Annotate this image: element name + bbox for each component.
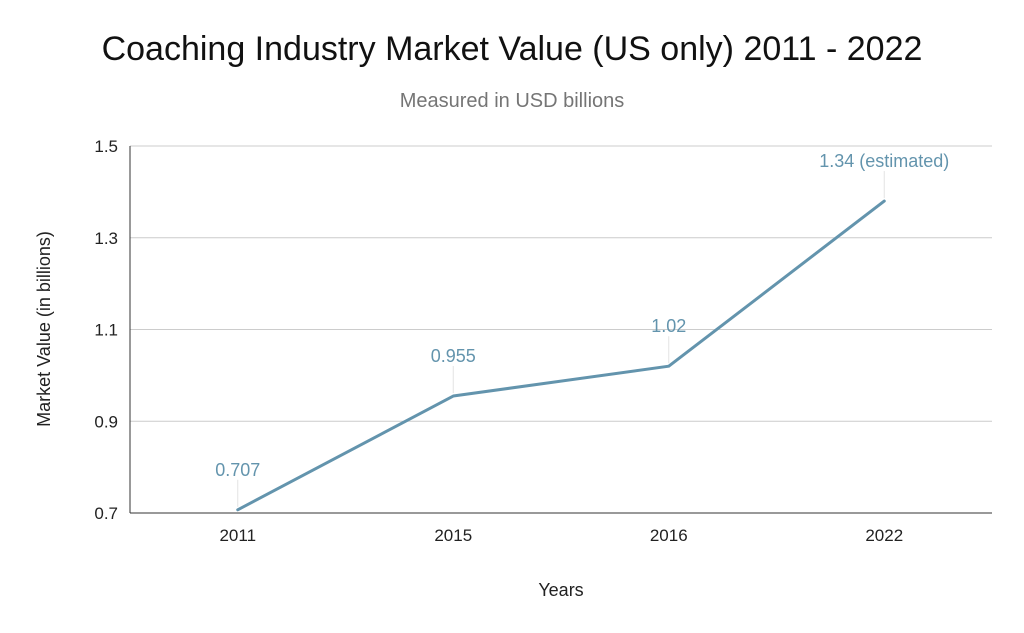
x-tick-label: 2015: [434, 526, 472, 545]
data-label: 0.707: [215, 460, 260, 480]
x-axis-title: Years: [538, 580, 583, 600]
x-tick-label: 2011: [219, 526, 256, 545]
series-layer: [236, 199, 886, 512]
data-label: 0.955: [431, 346, 476, 366]
data-labels: 0.707 0.955 1.02 1.34 (estimated): [215, 151, 949, 507]
x-tick-label: 2016: [650, 526, 688, 545]
chart-subtitle: Measured in USD billions: [399, 90, 625, 112]
y-axis-title: Market Value (in billions): [34, 231, 54, 427]
y-tick-label: 0.7: [94, 504, 118, 523]
y-tick-label: 0.9: [94, 412, 118, 431]
grid-lines: [129, 145, 992, 514]
y-tick-label: 1.5: [94, 137, 118, 156]
x-tick-label: 2022: [865, 526, 903, 545]
data-label: 1.34 (estimated): [819, 151, 949, 171]
series-line: [236, 199, 886, 512]
y-tick-label: 1.3: [94, 229, 118, 248]
y-tick-label: 1.1: [94, 321, 118, 340]
x-axis-ticks: 2011 2015 2016 2022: [219, 526, 903, 545]
y-axis-ticks: 0.7 0.9 1.1 1.3 1.5: [94, 137, 118, 523]
data-label: 1.02: [651, 316, 686, 336]
chart-title: Coaching Industry Market Value (US only)…: [101, 30, 923, 68]
